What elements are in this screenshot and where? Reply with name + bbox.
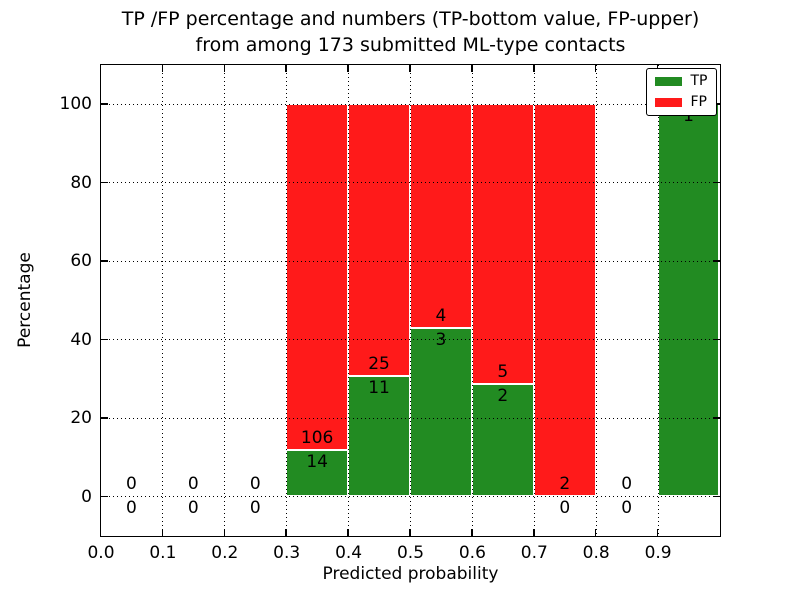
- x-tick-bottom: [533, 528, 535, 536]
- y-tick-label: 60: [70, 251, 92, 272]
- fp-count-label: 106: [300, 428, 334, 449]
- tp-bar-segment: [286, 450, 349, 497]
- y-tick-left: [100, 181, 108, 183]
- x-tick-label: 0.2: [211, 543, 239, 563]
- tp-count-label: 0: [187, 498, 199, 519]
- tp-count-label: 2: [497, 386, 509, 407]
- legend-label-fp: FP: [690, 93, 708, 110]
- gridline-x: [348, 64, 350, 536]
- y-tick-left: [100, 103, 108, 105]
- gridline-x: [410, 64, 411, 536]
- y-tick-right: [712, 417, 720, 419]
- x-tick-label: 0.1: [149, 543, 177, 563]
- tp-bar-segment: [410, 328, 472, 497]
- tp-count-label: 0: [559, 498, 571, 519]
- fp-count-label: 2: [559, 474, 571, 495]
- fp-bar-segment: [410, 103, 472, 329]
- y-tick-label: 80: [70, 172, 92, 193]
- y-tick-left: [100, 260, 108, 262]
- fp-count-label: 25: [368, 354, 390, 375]
- x-tick-label: 0.4: [335, 543, 363, 563]
- x-tick-top: [223, 64, 226, 72]
- x-tick-bottom: [409, 528, 411, 536]
- tp-count-label: 1: [683, 105, 694, 126]
- x-tick-bottom: [161, 528, 164, 536]
- y-tick-left: [100, 338, 108, 340]
- y-tick-label: 20: [70, 408, 92, 429]
- plot-area: TP FP 0000001061425114352200001: [99, 63, 721, 537]
- y-tick-left: [100, 417, 108, 419]
- tp-count-label: 14: [306, 452, 328, 473]
- y-tick-right: [712, 260, 720, 262]
- legend: TP FP: [645, 67, 717, 116]
- tp-count-label: 0: [621, 498, 633, 519]
- legend-label-tp: TP: [690, 72, 708, 89]
- fp-count-label: 0: [621, 474, 633, 495]
- tp-bar-segment: [348, 376, 410, 497]
- x-tick-label: 0.5: [396, 543, 425, 563]
- x-tick-label: 0.7: [520, 543, 548, 563]
- tp-count-label: 11: [368, 378, 390, 399]
- x-tick-bottom: [594, 528, 597, 536]
- x-tick-top: [285, 64, 287, 72]
- x-tick-bottom: [656, 528, 659, 536]
- gridline-x: [471, 64, 473, 536]
- fp-bar-segment: [348, 103, 410, 377]
- legend-entry-fp: FP: [654, 93, 708, 111]
- x-tick-top: [347, 64, 349, 72]
- y-tick-left: [100, 495, 108, 497]
- fp-count-label: 0: [249, 474, 261, 495]
- x-tick-bottom: [285, 528, 287, 536]
- x-axis-label: Predicted probability: [322, 564, 499, 584]
- x-tick-top: [533, 64, 535, 72]
- gridline-x: [657, 64, 659, 536]
- fp-bar-segment: [286, 103, 349, 451]
- y-tick-right: [712, 338, 720, 340]
- fp-count-label: 4: [435, 306, 447, 327]
- y-tick-label: 100: [59, 94, 92, 115]
- x-tick-top: [409, 64, 411, 72]
- x-tick-label: 0.9: [644, 543, 672, 563]
- tp-count-label: 3: [435, 330, 447, 351]
- fp-count-label: 5: [497, 362, 509, 383]
- fp-bar-segment: [533, 103, 596, 497]
- x-tick-bottom: [471, 528, 473, 536]
- chart-title: TP /FP percentage and numbers (TP-bottom…: [101, 6, 720, 58]
- y-tick-label: 0: [81, 486, 92, 507]
- tp-count-label: 0: [126, 498, 137, 519]
- x-tick-bottom: [223, 528, 226, 536]
- chart-title-line2: from among 173 submitted ML-type contact…: [195, 34, 626, 56]
- y-tick-right: [712, 495, 720, 497]
- x-tick-top: [161, 64, 164, 72]
- legend-swatch-fp-icon: [654, 97, 682, 107]
- gridline-x: [224, 64, 226, 536]
- tp-bar-segment: [657, 103, 720, 497]
- gridline-x: [162, 64, 164, 536]
- y-tick-label: 40: [70, 329, 92, 350]
- fp-bar-segment: [471, 103, 534, 385]
- chart-title-line1: TP /FP percentage and numbers (TP-bottom…: [121, 8, 700, 30]
- gridline-x: [533, 64, 535, 536]
- legend-entry-tp: TP: [654, 72, 708, 90]
- x-tick-top: [594, 64, 597, 72]
- gridline-x: [595, 64, 597, 536]
- x-tick-label: 0.8: [582, 543, 610, 563]
- tp-count-label: 0: [249, 498, 261, 519]
- y-tick-right: [712, 181, 720, 183]
- x-tick-label: 0.3: [273, 543, 301, 563]
- x-tick-bottom: [347, 528, 349, 536]
- legend-swatch-tp-icon: [654, 76, 682, 86]
- x-tick-label: 0.0: [87, 543, 115, 563]
- gridline-x: [286, 64, 288, 536]
- x-tick-label: 0.6: [458, 543, 486, 563]
- x-tick-top: [471, 64, 473, 72]
- fp-count-label: 0: [187, 474, 199, 495]
- fp-count-label: 0: [126, 474, 137, 495]
